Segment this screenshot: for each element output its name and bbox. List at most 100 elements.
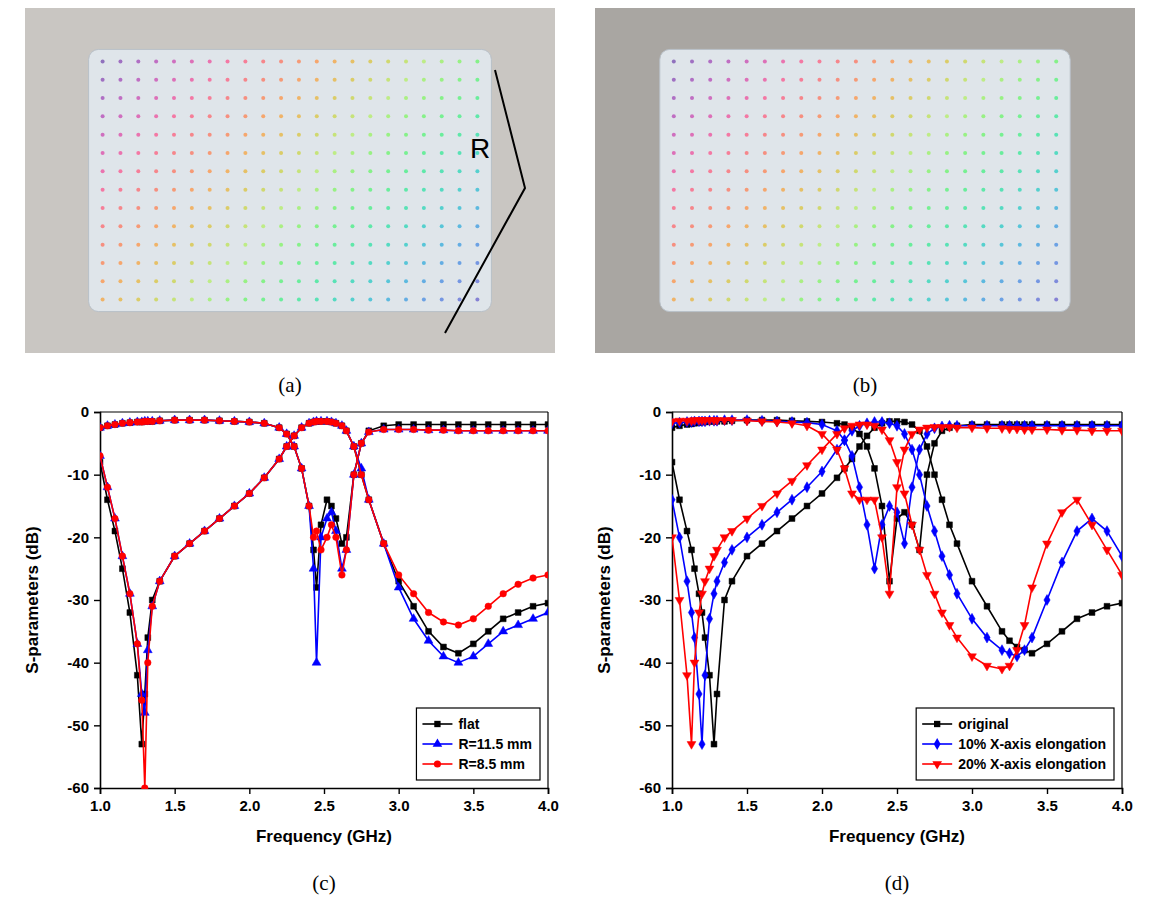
data-point	[684, 576, 690, 587]
pattern-dot	[963, 151, 967, 155]
pattern-dot	[690, 279, 694, 283]
pattern-dot	[1036, 224, 1040, 228]
pattern-dot	[763, 206, 767, 210]
data-point	[900, 447, 909, 455]
pattern-dot	[817, 78, 821, 82]
pattern-dot	[315, 96, 319, 100]
data-point	[104, 484, 111, 491]
data-point	[1005, 426, 1014, 434]
pattern-dot	[690, 78, 694, 82]
legend-label: 10% X-axis elongation	[958, 736, 1106, 752]
pattern-dot	[726, 114, 730, 118]
pattern-dot	[475, 261, 479, 265]
data-point	[306, 503, 312, 509]
pattern-dot	[799, 206, 803, 210]
data-point	[953, 425, 962, 433]
pattern-dot	[475, 279, 479, 283]
pattern-dot	[261, 78, 265, 82]
pattern-dot	[226, 206, 230, 210]
pattern-dot	[190, 114, 194, 118]
y-tick-mark	[666, 600, 672, 601]
data-point	[833, 447, 842, 455]
x-tick-label: 3.0	[389, 797, 410, 814]
pattern-dot	[315, 298, 319, 302]
pattern-dot	[315, 151, 319, 155]
y-tick-mark	[94, 412, 100, 413]
pattern-dot	[475, 224, 479, 228]
data-point	[1103, 547, 1112, 555]
pattern-dot	[854, 151, 858, 155]
data-point	[298, 424, 305, 431]
pattern-dot	[404, 114, 408, 118]
data-point	[111, 513, 120, 521]
data-point	[216, 515, 223, 522]
data-point	[112, 421, 119, 428]
pattern-dot	[1000, 298, 1004, 302]
data-point	[261, 475, 267, 481]
pattern-dot	[726, 261, 730, 265]
pattern-dot	[154, 206, 158, 210]
pattern-dot	[1036, 169, 1040, 173]
data-point	[900, 491, 909, 499]
pattern-dot	[368, 78, 372, 82]
pattern-dot	[890, 243, 894, 247]
pattern-dot	[475, 188, 479, 192]
pattern-dot	[781, 151, 785, 155]
pattern-dot	[836, 96, 840, 100]
pattern-dot	[1018, 59, 1022, 63]
pattern-dot	[118, 243, 122, 247]
x-tick-label: 1.5	[165, 797, 186, 814]
pattern-dot	[1054, 133, 1058, 137]
pattern-dot	[279, 206, 283, 210]
data-point	[469, 651, 478, 659]
pattern-dot	[963, 96, 967, 100]
y-tick-mark	[94, 474, 100, 475]
frame-top	[100, 411, 548, 412]
data-point	[127, 420, 133, 426]
pattern-dot	[909, 261, 913, 265]
pattern-dot	[368, 96, 372, 100]
pattern-dot	[1054, 243, 1058, 247]
pattern-dot	[872, 133, 876, 137]
data-point	[1029, 632, 1035, 643]
pattern-dot	[118, 279, 122, 283]
pattern-dot	[836, 151, 840, 155]
data-point	[484, 639, 493, 647]
x-tick: 4.0	[538, 788, 559, 814]
legend-swatch-marker	[434, 721, 440, 727]
pattern-dot	[101, 298, 105, 302]
pattern-dot	[726, 188, 730, 192]
pattern-dot	[243, 169, 247, 173]
pattern-dot	[208, 298, 212, 302]
data-point	[788, 478, 797, 486]
pattern-dot	[440, 133, 444, 137]
pattern-dot	[781, 206, 785, 210]
pattern-dot	[854, 206, 858, 210]
data-point	[440, 619, 447, 626]
data-point	[893, 460, 902, 468]
data-point	[379, 538, 388, 546]
pattern-dot	[909, 188, 913, 192]
data-point	[688, 607, 694, 618]
pattern-dot	[690, 298, 694, 302]
pattern-dot	[297, 151, 301, 155]
pattern-dot	[708, 188, 712, 192]
pattern-dot	[672, 169, 676, 173]
data-point	[856, 482, 862, 493]
pattern-dot	[1018, 151, 1022, 155]
pattern-dot	[226, 133, 230, 137]
pattern-dot	[243, 151, 247, 155]
pattern-dot	[799, 279, 803, 283]
data-point	[143, 645, 152, 653]
data-point	[923, 425, 932, 433]
data-point	[200, 526, 209, 534]
data-point	[818, 431, 827, 439]
pattern-dot	[927, 151, 931, 155]
data-point	[848, 423, 857, 431]
pattern-dot	[101, 78, 105, 82]
legend-label: 20% X-axis elongation	[958, 756, 1106, 772]
data-point	[530, 428, 537, 435]
pattern-dot	[368, 206, 372, 210]
data-point	[720, 535, 729, 543]
pattern-dot	[836, 243, 840, 247]
